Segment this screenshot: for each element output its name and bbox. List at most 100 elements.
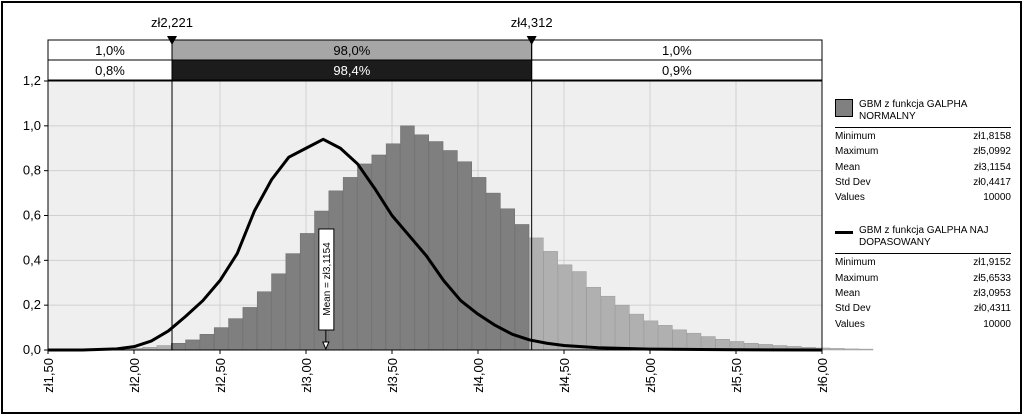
histogram-bar [471, 177, 487, 351]
histogram-bar [658, 325, 673, 351]
band-bottom-middle-label: 98,4% [333, 63, 370, 78]
histogram-bar [629, 313, 644, 351]
histogram-bar [185, 339, 200, 351]
legend-series1-name: GBM z funkcja GALPHA NORMALNY [859, 99, 967, 122]
y-tick-label: 0,0 [23, 342, 41, 357]
stat-value: zł1,8158 [973, 131, 1011, 142]
histogram-bar [342, 177, 358, 351]
stat-row: Minimum zł1,8158 [835, 129, 1011, 144]
stat-row: Maximum zł5,0992 [835, 144, 1011, 159]
histogram-bar [156, 345, 172, 351]
histogram-bar [830, 348, 845, 351]
x-tick-label: zł5,00 [643, 358, 658, 393]
histogram-bar [543, 251, 558, 351]
fit-line [48, 137, 823, 352]
marker-label-left: zł2,221 [151, 15, 193, 30]
histogram-bar [686, 332, 702, 351]
histogram-bar [844, 348, 859, 351]
legend-series1-stats: Minimum zł1,8158 Maximum zł5,0992 Mean zł3,… [835, 127, 1011, 205]
stat-label: Minimum [835, 131, 876, 142]
mean-arrow [322, 341, 330, 351]
stat-label: Std Dev [835, 303, 871, 315]
y-tick-label: 1,2 [23, 73, 41, 88]
histogram-bar [271, 273, 286, 351]
histogram-bar [357, 163, 372, 351]
x-tick-label: zł1,50 [41, 358, 56, 393]
histogram-bar [557, 264, 573, 351]
histogram-bar [170, 343, 186, 351]
histogram-bar [213, 327, 229, 351]
stat-row: Mean zł3,0953 [835, 286, 1011, 301]
stat-row: Std Dev zł0,4417 [835, 175, 1011, 190]
stat-row: Maximum zł5,6533 [835, 271, 1011, 286]
marker-triangle-left [167, 36, 178, 45]
histogram-bar [228, 318, 243, 351]
legend-series2-stats: Minimum zł1,9152 Maximum zł5,6533 Mean zł3,… [835, 253, 1011, 331]
histogram-bar [457, 161, 472, 351]
stat-label: Std Dev [835, 176, 871, 188]
histogram-bar [672, 329, 687, 351]
stat-label: Values [835, 192, 865, 204]
histogram-bar [615, 304, 630, 351]
band-bottom-right-label: 0,9% [662, 63, 692, 78]
x-tick-label: zł4,50 [557, 358, 572, 393]
legend-series2-name: GBM z funkcja GALPHA NAJ DOPASOWANY [859, 225, 989, 249]
histogram-bar [242, 307, 258, 351]
stat-label: Maximum [835, 272, 879, 284]
x-tick-label: zł4,00 [471, 358, 486, 393]
band-top-middle-label: 98,0% [333, 43, 370, 58]
stat-row: Values 10000 [835, 317, 1011, 332]
histogram-bar [643, 320, 659, 351]
stat-value: zł1,9152 [973, 257, 1011, 269]
mean-label: Mean = zł3,1154 [322, 242, 333, 316]
histogram-bar [701, 336, 716, 351]
y-tick-label: 0,2 [23, 297, 41, 312]
y-tick-label: 0,6 [23, 208, 41, 223]
x-tick-label: zł6,00 [815, 358, 830, 393]
histogram-bar [443, 150, 458, 351]
stat-row: Mean zł3,1154 [835, 160, 1011, 175]
histogram-bar [858, 348, 874, 351]
legend-entry-normal: GBM z funkcja GALPHA NORMALNY [835, 99, 1011, 123]
stat-value: zł3,0953 [973, 288, 1011, 300]
stat-value: zł0,4311 [973, 303, 1011, 315]
histogram-bar [371, 154, 387, 351]
histogram-bar [256, 291, 272, 351]
legend-entry-fit: GBM z funkcja GALPHA NAJ DOPASOWANY [835, 225, 1011, 249]
stat-label: Mean [835, 288, 861, 300]
stat-value: zł5,0992 [973, 146, 1011, 158]
y-tick-label: 0,4 [23, 252, 41, 267]
band-top-right-label: 1,0% [662, 43, 692, 58]
stat-row: Std Dev zł0,4311 [835, 301, 1011, 316]
legend: GBM z funkcja GALPHA NORMALNY Minimum zł1… [835, 99, 1011, 332]
histogram-bar [385, 143, 401, 351]
y-tick-label: 1,0 [23, 118, 41, 133]
x-tick-label: zł5,50 [729, 358, 744, 393]
histogram-bar [199, 334, 215, 351]
histogram-bar [285, 253, 301, 351]
histogram-bar [586, 286, 601, 351]
stat-value: zł0,4417 [973, 176, 1011, 188]
histogram-bar [428, 141, 444, 351]
x-tick-label: zł2,00 [127, 358, 142, 393]
band-bottom-left-label: 0,8% [95, 63, 125, 78]
stat-value: zł3,1154 [973, 161, 1011, 173]
stat-value: 10000 [983, 318, 1011, 330]
histogram-bar [600, 295, 616, 351]
stat-row: Minimum zł1,9152 [835, 255, 1011, 270]
band-top-left-label: 1,0% [95, 43, 125, 58]
legend-bar-swatch [835, 99, 853, 117]
histogram-bar [514, 224, 530, 351]
legend-line-swatch [835, 231, 853, 235]
marker-triangle-right [526, 36, 537, 45]
y-tick-label: 0,8 [23, 163, 41, 178]
stat-value: 10000 [983, 192, 1011, 204]
x-tick-label: zł3,00 [299, 358, 314, 393]
stat-label: Mean [835, 161, 861, 173]
stat-label: Values [835, 318, 865, 330]
marker-label-right: zł4,312 [511, 15, 553, 30]
histogram-chart: 0,0 0,2 0,4 0,6 0,8 1,0 1,2 zł1,50 zł2,00 zł2,50 z… [23, 15, 874, 393]
histogram-bar [299, 233, 315, 351]
histogram-bar [572, 271, 587, 351]
